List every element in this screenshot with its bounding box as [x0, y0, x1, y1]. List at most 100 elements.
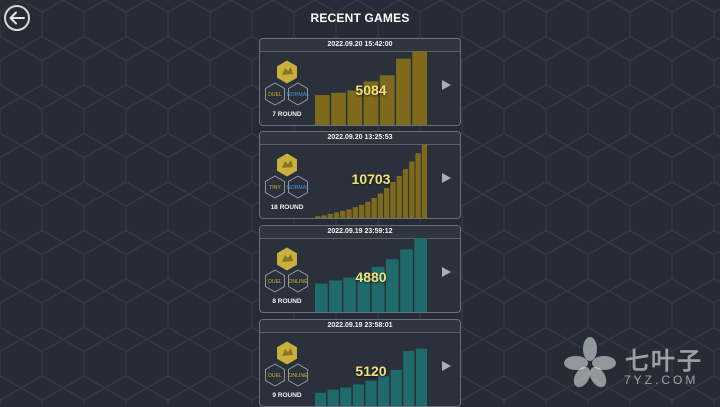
score-bar-chart [315, 51, 427, 125]
round-score-bar [396, 58, 411, 125]
gold-hex-badge-icon [277, 153, 297, 177]
watermark: 七叶子 7YZ.COM [560, 333, 710, 393]
play-triangle-icon [442, 361, 451, 371]
round-score-bar [400, 249, 413, 312]
gold-hex-badge-icon [277, 341, 297, 365]
mode-hex-badge-label: DUEL [268, 373, 282, 379]
round-count: 18 ROUND [270, 204, 304, 211]
gold-hex-badge-icon [277, 247, 297, 271]
round-score-bar [315, 392, 327, 406]
type-hex-badge-label: ONLINE [288, 373, 308, 379]
play-triangle-icon [442, 80, 451, 90]
round-score-bar [371, 266, 385, 312]
round-score-bar [379, 75, 395, 125]
round-score-bar [421, 144, 427, 218]
mode-hex-badge: DUEL [265, 363, 285, 387]
game-card[interactable]: 2022.09.20 15:42:00 DUEL NORMAL 7 ROUND 5084 [259, 38, 461, 126]
replay-button[interactable] [436, 75, 456, 95]
round-score-bar [396, 175, 402, 218]
round-score-bar [315, 95, 330, 125]
game-badges: DUEL NORMAL [260, 53, 314, 113]
round-score-bar [340, 210, 346, 218]
round-score-bar [352, 207, 358, 218]
round-score-bar [409, 161, 415, 218]
game-card[interactable]: 2022.09.19 23:58:01 DUEL ONLINE 9 ROUND 5120 [259, 319, 461, 407]
type-hex-badge: NORMAL [287, 175, 309, 199]
page-title: RECENT GAMES [310, 11, 410, 25]
round-score-bar [377, 193, 384, 218]
round-score-bar [333, 212, 340, 218]
mode-hex-badge-label: TINY [269, 185, 281, 191]
mode-hex-badge: DUEL [265, 269, 285, 293]
round-score-bar [327, 213, 333, 218]
round-score-bar [358, 204, 365, 218]
round-score-bar [352, 384, 364, 406]
round-score-bar [340, 387, 352, 406]
round-score-bar [384, 188, 390, 218]
game-score: 5084 [355, 82, 387, 98]
replay-button[interactable] [436, 262, 456, 282]
type-hex-badge-label: ONLINE [288, 279, 308, 285]
type-hex-badge: ONLINE [288, 269, 308, 293]
score-bar-chart [315, 238, 427, 312]
type-hex-badge: NORMAL [287, 82, 309, 106]
mode-hex-badge-label: DUEL [268, 92, 282, 98]
round-score-bar [327, 389, 339, 406]
round-score-bar [329, 280, 342, 312]
round-score-bar [415, 348, 427, 406]
round-score-bar [346, 209, 352, 218]
arrow-left-icon [9, 11, 25, 25]
score-bar-chart [315, 348, 427, 406]
round-count: 9 ROUND [272, 392, 302, 399]
mode-hex-badge: TINY [265, 175, 285, 199]
round-score-bar [365, 380, 377, 406]
round-score-bar [412, 51, 427, 125]
round-score-bar [402, 169, 409, 218]
game-score: 4880 [355, 269, 387, 285]
watermark-latin: 7YZ.COM [624, 373, 699, 387]
leaf-logo-icon [564, 337, 616, 388]
mode-hex-badge-label: DUEL [268, 279, 282, 285]
round-score-bar [371, 197, 377, 218]
type-hex-badge-label: NORMAL [287, 92, 309, 98]
game-timestamp: 2022.09.19 23:59:12 [260, 226, 460, 239]
gold-hex-badge-icon [277, 60, 297, 84]
round-score-bar [321, 215, 327, 218]
back-button[interactable] [4, 5, 30, 31]
round-score-bar [378, 376, 390, 406]
game-badges: TINY NORMAL [260, 146, 314, 206]
round-score-bar [347, 90, 363, 125]
round-score-bar [390, 182, 396, 218]
game-card[interactable]: 2022.09.20 13:25:53 TINY NORMAL 18 ROUND 107… [259, 131, 461, 219]
play-triangle-icon [442, 173, 451, 183]
game-timestamp: 2022.09.19 23:58:01 [260, 320, 460, 333]
mode-hex-badge: DUEL [265, 82, 285, 106]
type-hex-badge: ONLINE [288, 363, 308, 387]
game-score: 5120 [355, 363, 387, 379]
round-score-bar [365, 201, 371, 218]
round-score-bar [403, 351, 415, 406]
round-score-bar [357, 274, 371, 312]
score-bar-chart [315, 144, 427, 218]
game-score: 10703 [351, 171, 391, 187]
watermark-chinese: 七叶子 [625, 348, 703, 375]
game-badges: DUEL ONLINE [260, 334, 314, 394]
round-score-bar [343, 277, 357, 312]
round-score-bar [331, 92, 346, 125]
round-score-bar [390, 370, 402, 406]
replay-button[interactable] [436, 168, 456, 188]
game-timestamp: 2022.09.20 13:25:53 [260, 132, 460, 145]
round-score-bar [414, 238, 427, 312]
game-badges: DUEL ONLINE [260, 240, 314, 300]
round-score-bar [415, 153, 421, 218]
round-count: 8 ROUND [272, 298, 302, 305]
round-score-bar [315, 216, 321, 218]
round-score-bar [363, 81, 379, 125]
game-timestamp: 2022.09.20 15:42:00 [260, 39, 460, 52]
round-score-bar [385, 259, 399, 312]
type-hex-badge-label: NORMAL [287, 185, 309, 191]
play-triangle-icon [442, 267, 451, 277]
game-card[interactable]: 2022.09.19 23:59:12 DUEL ONLINE 8 ROUND 4880 [259, 225, 461, 313]
replay-button[interactable] [436, 356, 456, 376]
round-count: 7 ROUND [272, 111, 302, 118]
